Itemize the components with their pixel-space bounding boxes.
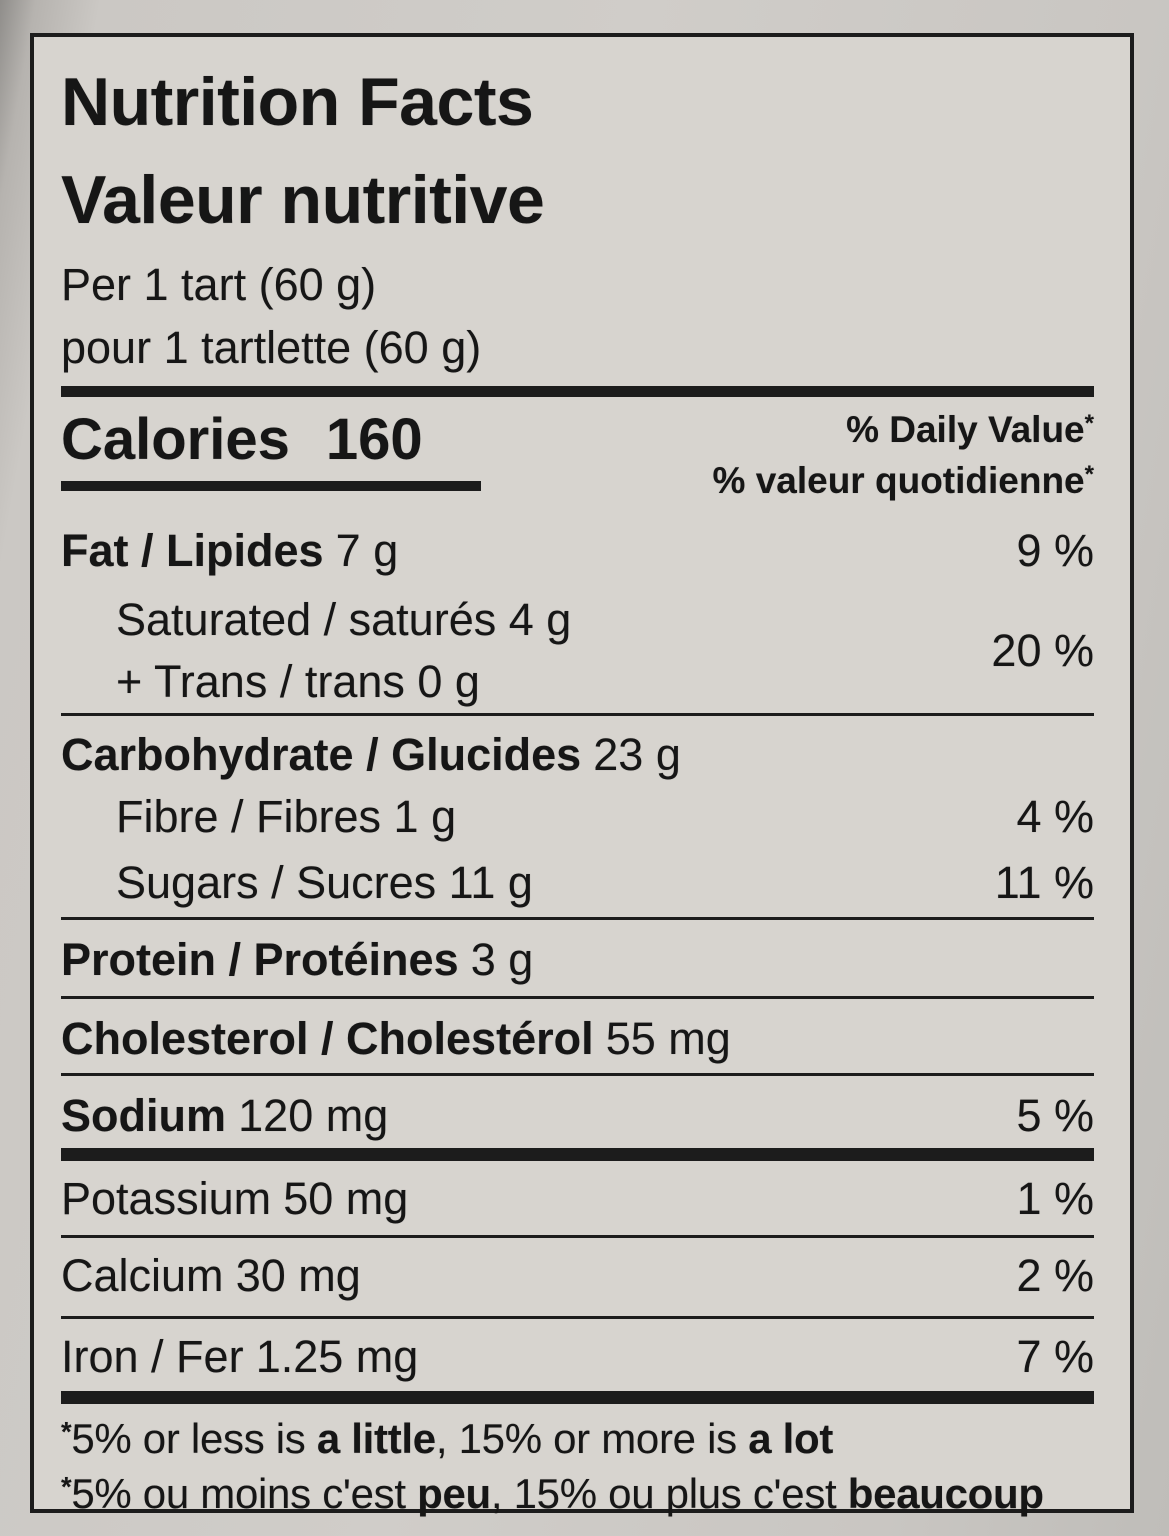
thick-rule-after-iron bbox=[61, 1391, 1094, 1404]
row-sodium: Sodium 120 mg 5 % bbox=[61, 1088, 1094, 1144]
nutrition-facts-label: Nutrition Facts Valeur nutritive Per 1 t… bbox=[30, 33, 1134, 1517]
calories-block: Calories 160 bbox=[61, 407, 501, 491]
sodium-name: Sodium bbox=[61, 1090, 226, 1141]
daily-value-text-en: % Daily Value bbox=[846, 409, 1085, 450]
daily-value-header-en: % Daily Value* bbox=[713, 407, 1094, 458]
potassium-amount: 50 mg bbox=[283, 1173, 409, 1224]
cholesterol-amount: 55 mg bbox=[605, 1013, 731, 1064]
serving-size-fr: pour 1 tartlette (60 g) bbox=[61, 322, 482, 373]
row-calcium: Calcium 30 mg 2 % bbox=[61, 1248, 1094, 1304]
footnote-asterisk-fr: * bbox=[61, 1470, 72, 1502]
sugars-daily-value: 11 % bbox=[994, 857, 1094, 908]
row-sugars: Sugars / Sucres 11 g 11 % bbox=[61, 855, 1094, 911]
footnote-en-bold-1: a little bbox=[316, 1415, 436, 1462]
footnote-en-text-1: 5% or less is bbox=[71, 1415, 317, 1462]
fat-label: Fat / Lipides 7 g bbox=[61, 523, 398, 579]
saturated-trans-labels: Saturated / saturés 4 g + Trans / trans … bbox=[61, 589, 571, 713]
row-saturated-trans: Saturated / saturés 4 g + Trans / trans … bbox=[61, 589, 1094, 713]
footnote-fr-bold-2: beaucoup bbox=[847, 1470, 1044, 1517]
footnote-asterisk-en: * bbox=[61, 1415, 72, 1447]
row-cholesterol: Cholesterol / Cholestérol 55 mg bbox=[61, 1011, 1094, 1067]
iron-name: Iron / Fer bbox=[61, 1331, 244, 1382]
sodium-label: Sodium 120 mg bbox=[61, 1088, 388, 1144]
footnote-fr-bold-1: peu bbox=[417, 1470, 491, 1517]
carbohydrate-label: Carbohydrate / Glucides 23 g bbox=[61, 727, 681, 783]
cholesterol-name: Cholesterol / Cholestérol bbox=[61, 1013, 594, 1064]
sodium-amount: 120 mg bbox=[238, 1090, 389, 1141]
row-carbohydrate: Carbohydrate / Glucides 23 g bbox=[61, 727, 1094, 783]
top-thick-rule bbox=[61, 386, 1094, 397]
iron-amount: 1.25 mg bbox=[255, 1331, 419, 1382]
calories-label: Calories bbox=[61, 407, 290, 472]
title-en: Nutrition Facts bbox=[61, 64, 534, 140]
footnote-en-bold-2: a lot bbox=[748, 1415, 834, 1462]
protein-amount: 3 g bbox=[470, 934, 534, 985]
row-potassium: Potassium 50 mg 1 % bbox=[61, 1171, 1094, 1227]
row-fibre: Fibre / Fibres 1 g 4 % bbox=[61, 789, 1094, 845]
sodium-daily-value: 5 % bbox=[1016, 1090, 1094, 1141]
footnote-fr-text-2: , 15% ou plus c'est bbox=[490, 1470, 848, 1517]
iron-label: Iron / Fer 1.25 mg bbox=[61, 1329, 418, 1385]
daily-value-header: % Daily Value* % valeur quotidienne* bbox=[713, 407, 1094, 509]
calories-value: 160 bbox=[325, 407, 423, 472]
saturated-label: Saturated / saturés 4 g bbox=[116, 594, 572, 645]
fat-daily-value: 9 % bbox=[1016, 525, 1094, 576]
potassium-daily-value: 1 % bbox=[1016, 1173, 1094, 1224]
calories-line: Calories 160 bbox=[61, 407, 501, 473]
row-fat: Fat / Lipides 7 g 9 % bbox=[61, 523, 1094, 579]
rule-after-potassium bbox=[61, 1235, 1094, 1238]
potassium-label: Potassium 50 mg bbox=[61, 1171, 408, 1227]
thick-rule-after-sodium bbox=[61, 1148, 1094, 1161]
footnote-fr-text-1: 5% ou moins c'est bbox=[71, 1470, 418, 1517]
footnote-en-text-2: , 15% or more is bbox=[435, 1415, 749, 1462]
fat-name: Fat / Lipides bbox=[61, 525, 324, 576]
calcium-amount: 30 mg bbox=[235, 1250, 361, 1301]
row-iron: Iron / Fer 1.25 mg 7 % bbox=[61, 1329, 1094, 1385]
footnote-en: *5% or less is a little, 15% or more is … bbox=[61, 1414, 1094, 1469]
fibre-daily-value: 4 % bbox=[1016, 791, 1094, 842]
calories-underline-rule bbox=[61, 481, 481, 491]
daily-value-asterisk-fr: * bbox=[1084, 461, 1094, 489]
fat-amount: 7 g bbox=[335, 525, 399, 576]
row-protein: Protein / Protéines 3 g bbox=[61, 932, 1094, 988]
rule-after-calcium bbox=[61, 1316, 1094, 1319]
protein-label: Protein / Protéines 3 g bbox=[61, 932, 533, 988]
daily-value-asterisk-en: * bbox=[1084, 410, 1094, 438]
saturated-trans-daily-value: 20 % bbox=[991, 625, 1094, 676]
sugars-label: Sugars / Sucres 11 g bbox=[116, 857, 533, 908]
cholesterol-label: Cholesterol / Cholestérol 55 mg bbox=[61, 1011, 731, 1067]
rule-after-protein bbox=[61, 996, 1094, 999]
iron-daily-value: 7 % bbox=[1016, 1331, 1094, 1382]
calcium-daily-value: 2 % bbox=[1016, 1250, 1094, 1301]
rule-after-sugars bbox=[61, 917, 1094, 920]
footnote-fr: *5% ou moins c'est peu, 15% ou plus c'es… bbox=[61, 1469, 1094, 1524]
rule-after-cholesterol bbox=[61, 1073, 1094, 1076]
daily-value-text-fr: % valeur quotidienne bbox=[712, 460, 1085, 501]
calories-section: Calories 160 % Daily Value* % valeur quot… bbox=[61, 407, 1094, 509]
calcium-name: Calcium bbox=[61, 1250, 224, 1301]
protein-name: Protein / Protéines bbox=[61, 934, 459, 985]
daily-value-header-fr: % valeur quotidienne* bbox=[713, 458, 1094, 509]
carbohydrate-name: Carbohydrate / Glucides bbox=[61, 729, 582, 780]
potassium-name: Potassium bbox=[61, 1173, 272, 1224]
calcium-label: Calcium 30 mg bbox=[61, 1248, 361, 1304]
carbohydrate-amount: 23 g bbox=[593, 729, 681, 780]
rule-after-trans bbox=[61, 713, 1094, 716]
serving-size-en: Per 1 tart (60 g) bbox=[61, 259, 377, 310]
title-fr: Valeur nutritive bbox=[61, 162, 545, 238]
fibre-label: Fibre / Fibres 1 g bbox=[116, 791, 457, 842]
trans-label: + Trans / trans 0 g bbox=[116, 656, 480, 707]
